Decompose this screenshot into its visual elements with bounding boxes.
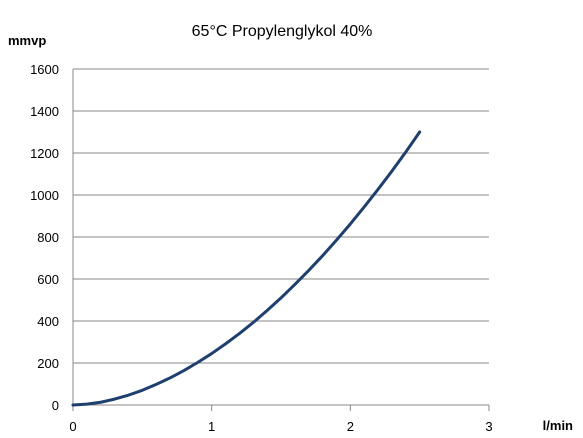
x-tick-label: 1 bbox=[208, 419, 215, 434]
y-tick-label: 400 bbox=[37, 314, 59, 329]
y-tick-label: 1200 bbox=[30, 146, 59, 161]
y-tick-label: 1400 bbox=[30, 104, 59, 119]
y-tick-label: 1000 bbox=[30, 188, 59, 203]
gridlines bbox=[72, 68, 490, 411]
series-line-0 bbox=[71, 130, 422, 407]
x-axis-label: l/min bbox=[543, 418, 573, 433]
y-tick-label: 600 bbox=[37, 272, 59, 287]
x-tick-label: 2 bbox=[347, 419, 354, 434]
y-axis-label: mmvp bbox=[8, 33, 46, 48]
y-tick-label: 1600 bbox=[30, 62, 59, 77]
y-tick-label: 0 bbox=[52, 398, 59, 413]
series-group bbox=[71, 130, 422, 407]
y-tick-label: 800 bbox=[37, 230, 59, 245]
chart-title: 65°C Propylenglykol 40% bbox=[192, 23, 373, 40]
x-tick-label: 0 bbox=[69, 419, 76, 434]
x-tick-labels: 0 1 2 3 bbox=[69, 419, 492, 434]
y-tick-labels: 0 200 400 600 800 1000 1200 1400 1600 bbox=[30, 62, 59, 413]
x-tick-label: 3 bbox=[485, 419, 492, 434]
y-tick-label: 200 bbox=[37, 356, 59, 371]
